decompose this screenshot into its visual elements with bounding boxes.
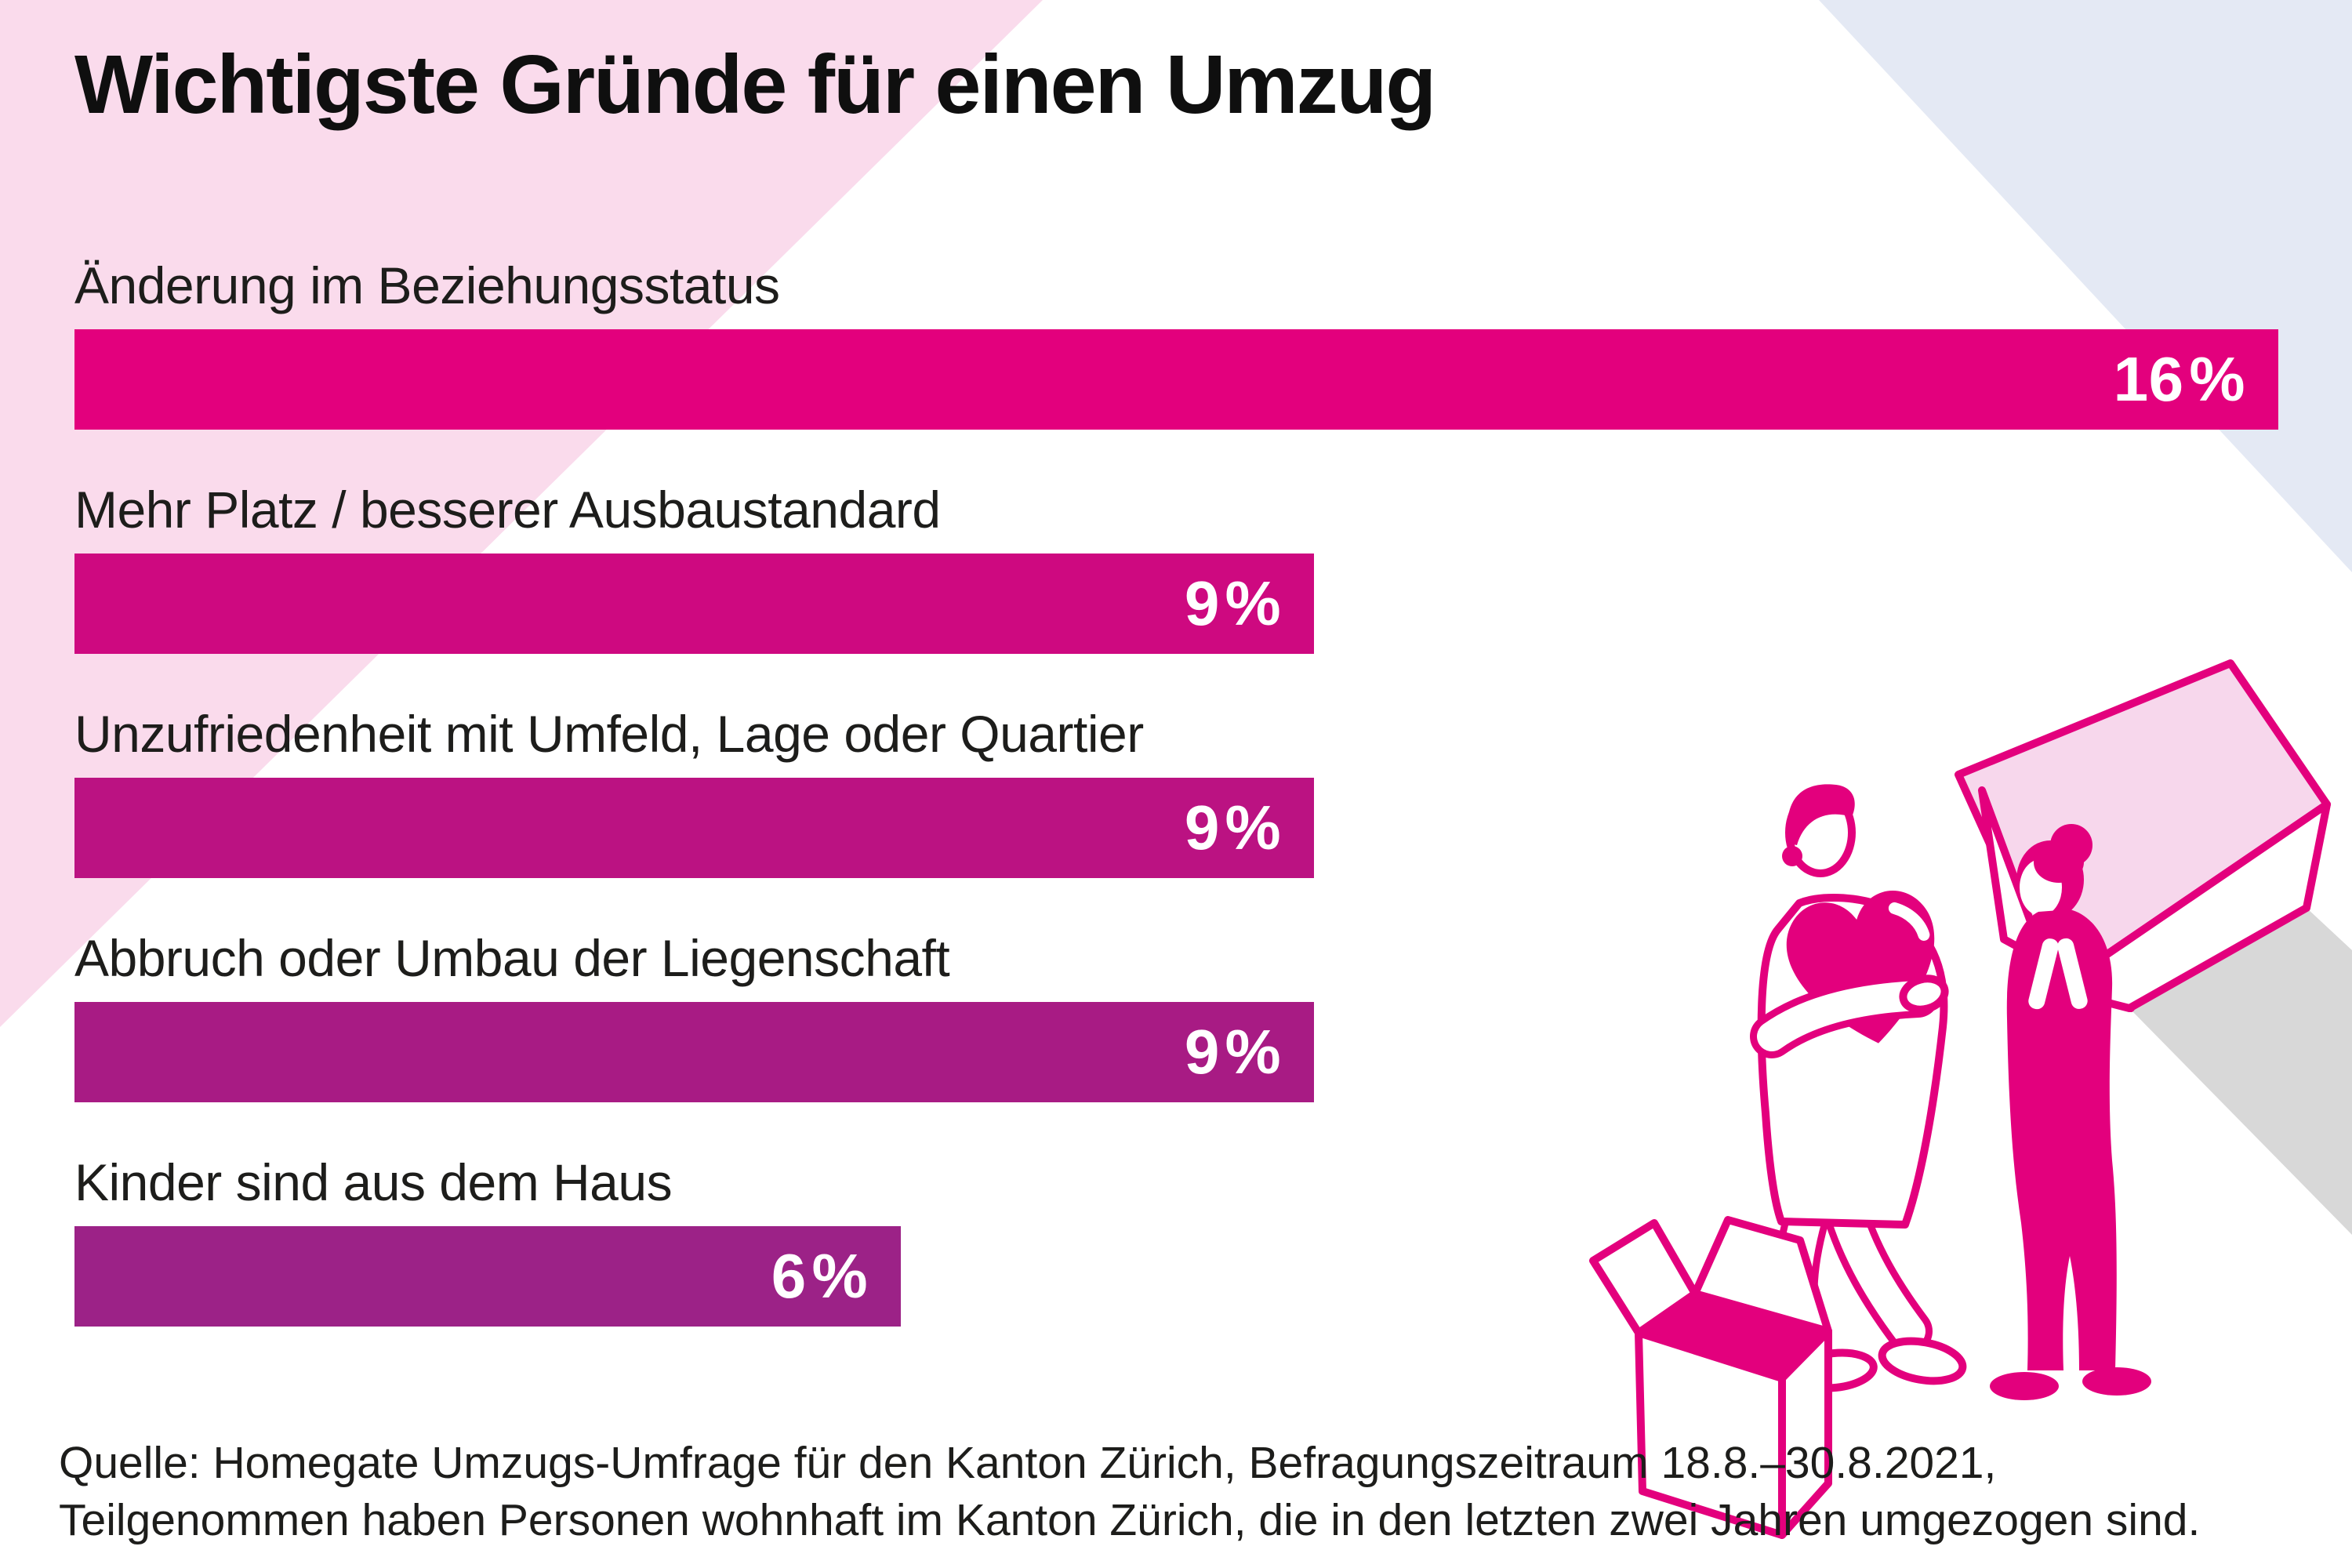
woman-left-shoe xyxy=(1990,1372,2059,1400)
bar-category-label: Mehr Platz / besserer Ausbaustandard xyxy=(74,481,941,539)
bar: 9 % xyxy=(74,778,1315,878)
chart-row: Kinder sind aus dem Haus 6 % xyxy=(74,1146,2278,1327)
bar-category-label: Unzufriedenheit mit Umfeld, Lage oder Qu… xyxy=(74,705,1144,763)
woman-right-shoe xyxy=(2082,1367,2151,1396)
chart-row: Mehr Platz / besserer Ausbaustandard 9 % xyxy=(74,474,2278,654)
bar: 9 % xyxy=(74,1002,1315,1102)
chart-row: Unzufriedenheit mit Umfeld, Lage oder Qu… xyxy=(74,698,2278,878)
source-line-2: Teilgenommen haben Personen wohnhaft im … xyxy=(59,1495,2201,1545)
chart-row: Änderung im Beziehungsstatus 16 % xyxy=(74,249,2278,430)
source-line-1: Quelle: Homegate Umzugs-Umfrage für den … xyxy=(59,1438,1997,1488)
man-hand xyxy=(1899,975,1949,1014)
bar-value-label: 16 % xyxy=(2113,344,2245,414)
bar-category-label: Änderung im Beziehungsstatus xyxy=(74,256,780,314)
house-shadow xyxy=(2129,908,2352,1235)
bar: 16 % xyxy=(74,329,2278,430)
woman-hair-front xyxy=(2034,842,2084,883)
bar: 6 % xyxy=(74,1226,902,1327)
bar-value-label: 9 % xyxy=(1184,793,1282,862)
man-front-shoe xyxy=(1878,1337,1967,1385)
bar-value-label: 9 % xyxy=(1184,568,1282,638)
bar-category-label: Abbruch oder Umbau der Liegenschaft xyxy=(74,929,950,987)
heart-gloss xyxy=(1888,902,1930,941)
woman-hand-left xyxy=(2028,938,2059,1010)
box-left-flap xyxy=(1589,1219,1699,1337)
chart-row: Abbruch oder Umbau der Liegenschaft 9 % xyxy=(74,922,2278,1102)
bar-category-label: Kinder sind aus dem Haus xyxy=(74,1153,673,1211)
box-back-flap xyxy=(1691,1216,1832,1335)
source-note: Quelle: Homegate Umzugs-Umfrage für den … xyxy=(59,1435,2200,1549)
bar-value-label: 9 % xyxy=(1184,1017,1282,1087)
man-hair xyxy=(1787,784,1855,845)
woman-body xyxy=(2006,909,2117,1370)
man-ear xyxy=(1782,846,1802,866)
box-right-face xyxy=(1778,1327,1832,1539)
moving-couple-illustration xyxy=(1589,659,2352,1539)
bar: 9 % xyxy=(74,554,1315,654)
pink-corner-decor xyxy=(0,0,1043,1027)
chart-title: Wichtigste Gründe für einen Umzug xyxy=(74,38,1436,131)
woman-icon xyxy=(1990,824,2151,1400)
man-arm-fill xyxy=(1757,981,1933,1051)
bar-value-label: 6 % xyxy=(771,1241,869,1311)
woman-hand-right xyxy=(2057,938,2088,1009)
moving-box-icon xyxy=(1589,1216,1832,1539)
bar-chart: Änderung im Beziehungsstatus 16 % Mehr P… xyxy=(74,249,2278,1370)
